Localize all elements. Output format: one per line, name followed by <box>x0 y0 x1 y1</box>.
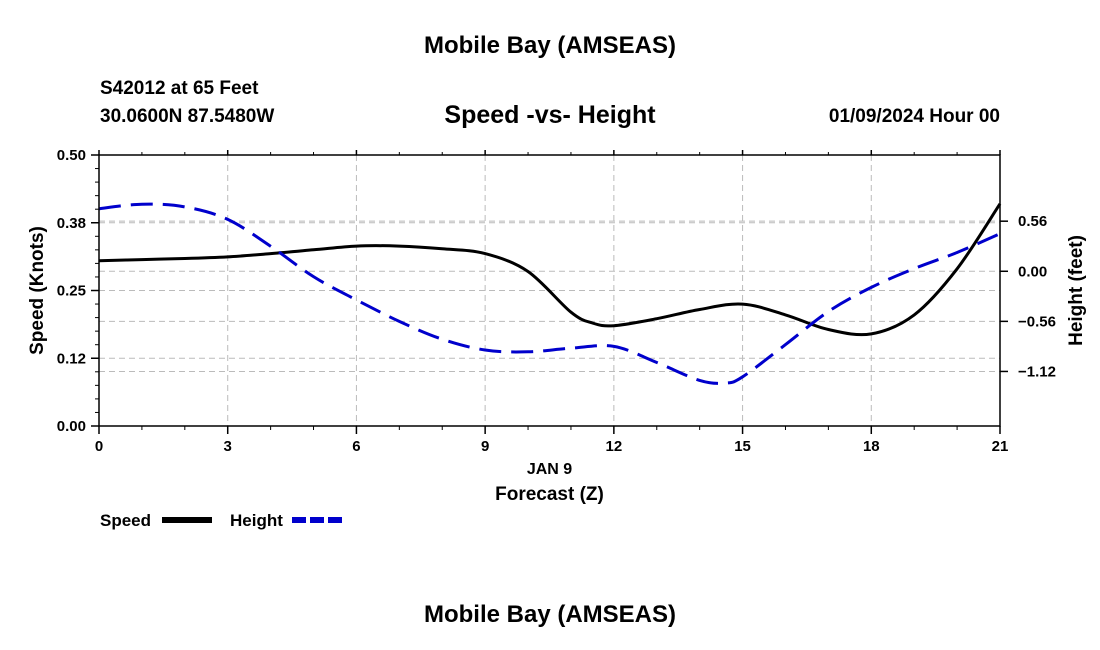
y-axis-label: Speed (Knots) <box>27 226 48 355</box>
grid-lines <box>99 155 1000 426</box>
datetime-label: 01/09/2024 Hour 00 <box>828 106 1000 127</box>
x-tick-label: 12 <box>606 438 623 455</box>
y-tick-label: 0.12 <box>57 350 86 367</box>
y-tick-label: 0.50 <box>57 147 86 164</box>
x-tick-label: 21 <box>992 438 1009 455</box>
x-axis-label: Forecast (Z) <box>495 484 604 505</box>
page-title: Mobile Bay (AMSEAS) <box>423 32 677 59</box>
series-line-speed <box>98 202 1002 337</box>
series-line-height <box>98 202 1001 385</box>
axis-ticks: 0 3 6 9 12 15 18 21 0.00 0.12 0.25 0.38 0.50 0.56 0.00… <box>57 147 1056 455</box>
station-label: S42012 at 65 Feet <box>100 78 259 99</box>
y-tick-label: 0.38 <box>57 215 86 232</box>
y2-axis-label: Height (feet) <box>1066 235 1087 346</box>
y2-tick-label: −1.12 <box>1018 363 1056 380</box>
x-tick-label: 9 <box>481 438 489 455</box>
y-tick-label: 0.25 <box>57 283 86 300</box>
legend-height-label: Height <box>230 511 283 530</box>
x-tick-label: 18 <box>863 438 880 455</box>
y2-tick-label: 0.56 <box>1018 213 1047 230</box>
chart-title: Speed -vs- Height <box>444 101 656 129</box>
x-tick-label: 0 <box>95 438 103 455</box>
footer-title: Mobile Bay (AMSEAS) <box>423 601 677 628</box>
legend: Speed Height <box>100 511 342 530</box>
coordinates-label: 30.0600N 87.5480W <box>100 106 275 127</box>
y-tick-label: 0.00 <box>57 418 86 435</box>
legend-speed-label: Speed <box>100 511 151 530</box>
x-tick-label: 15 <box>734 438 751 455</box>
y2-tick-label: −0.56 <box>1018 313 1056 330</box>
date-label: JAN 9 <box>527 461 572 478</box>
y2-tick-label: 0.00 <box>1018 263 1047 280</box>
x-tick-label: 6 <box>352 438 360 455</box>
x-tick-label: 3 <box>224 438 232 455</box>
series-lines <box>98 202 1002 385</box>
